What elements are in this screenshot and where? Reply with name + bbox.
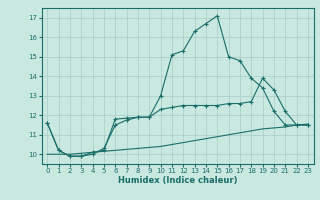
X-axis label: Humidex (Indice chaleur): Humidex (Indice chaleur) (118, 176, 237, 185)
